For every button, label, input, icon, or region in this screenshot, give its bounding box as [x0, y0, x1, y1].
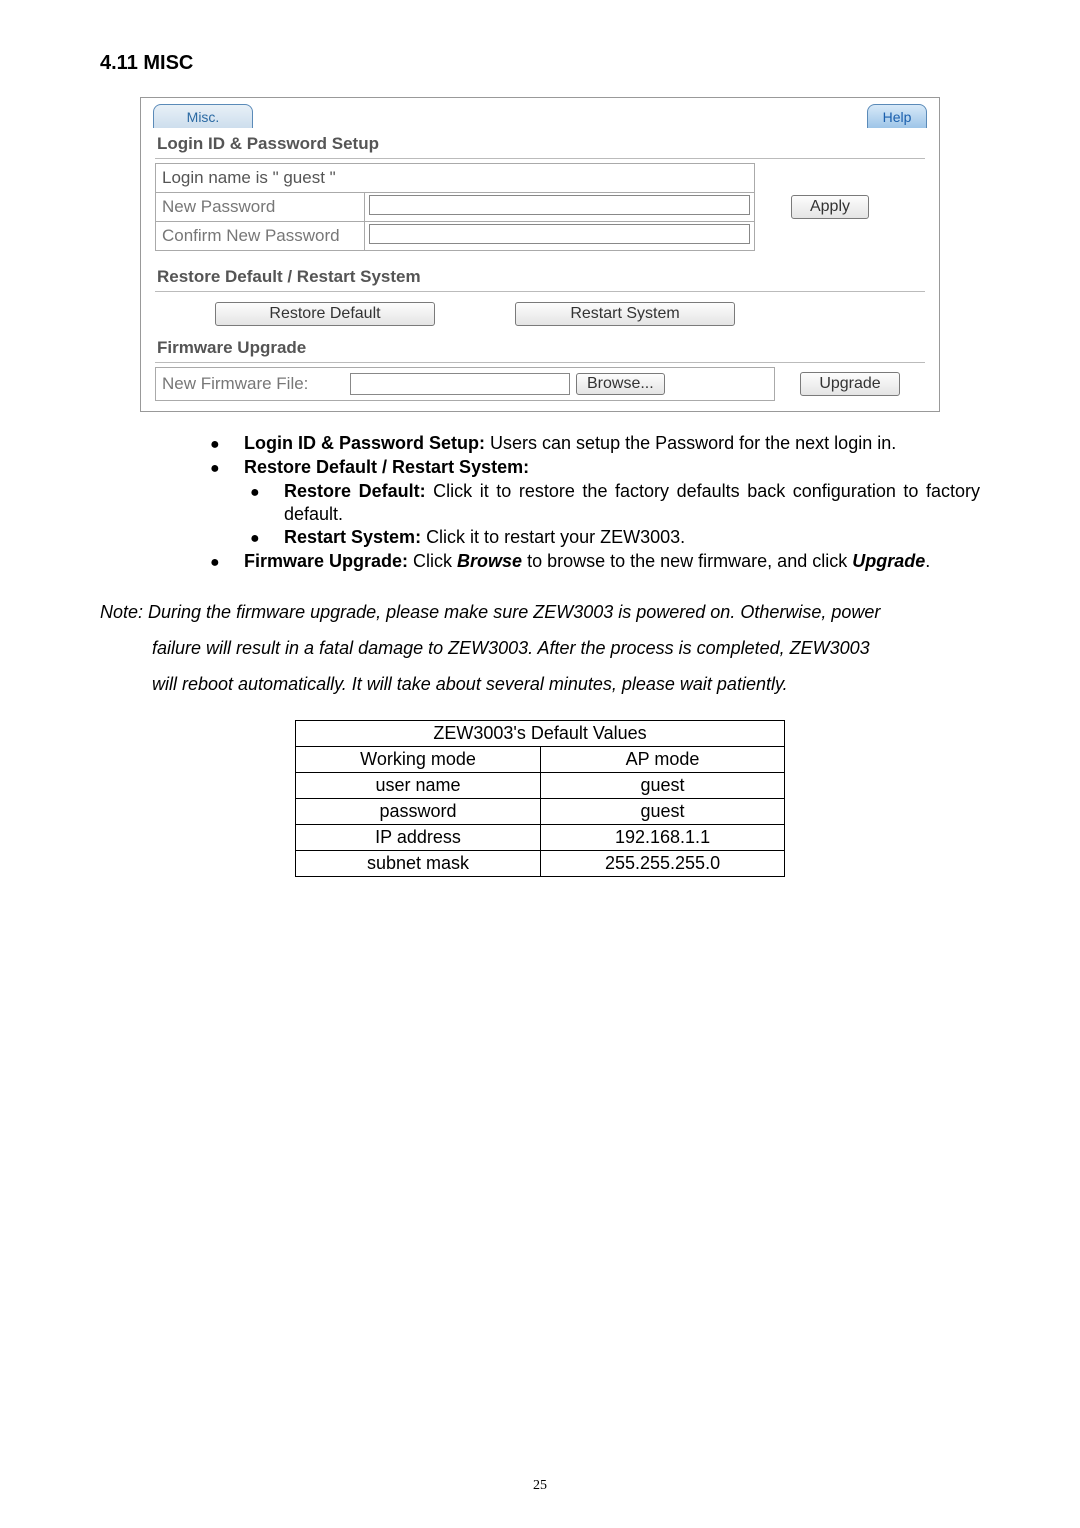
b2-bold: Restore Default / Restart System:	[244, 457, 529, 477]
login-name-row: Login name is " guest "	[155, 163, 755, 193]
restore-title: Restore Default / Restart System	[155, 265, 925, 292]
note-block: Note: During the firmware upgrade, pleas…	[100, 594, 980, 702]
page-number: 25	[0, 1478, 1080, 1494]
table-cell: Working mode	[296, 746, 541, 772]
b3-bold: Firmware Upgrade:	[244, 551, 413, 571]
table-cell: subnet mask	[296, 850, 541, 876]
table-cell: IP address	[296, 824, 541, 850]
note-l2: failure will result in a fatal damage to…	[100, 630, 980, 666]
note-l3: will reboot automatically. It will take …	[100, 666, 980, 702]
bullet-icon: ●	[210, 456, 244, 480]
table-cell: user name	[296, 772, 541, 798]
table-cell: AP mode	[541, 746, 785, 772]
b1-bold: Login ID & Password Setup:	[244, 433, 490, 453]
confirm-password-label: Confirm New Password	[155, 222, 365, 251]
login-setup-title: Login ID & Password Setup	[155, 132, 925, 159]
table-cell: guest	[541, 798, 785, 824]
restore-default-button[interactable]: Restore Default	[215, 302, 435, 326]
table-cell: guest	[541, 772, 785, 798]
b2b-text: Click it to restart your ZEW3003.	[426, 527, 685, 547]
firmware-file-input[interactable]	[350, 373, 570, 395]
default-values-table: ZEW3003's Default Values Working modeAP …	[295, 720, 785, 877]
b3-t2: to browse to the new firmware, and click	[522, 551, 852, 571]
apply-button[interactable]: Apply	[791, 195, 869, 219]
new-password-input[interactable]	[369, 195, 750, 215]
b3-upgrade: Upgrade	[852, 551, 925, 571]
bullet-icon: ●	[210, 550, 244, 574]
b2a-bold: Restore Default:	[284, 481, 433, 501]
firmware-file-label: New Firmware File:	[156, 368, 346, 400]
upgrade-button[interactable]: Upgrade	[800, 372, 899, 396]
bullet-list: ● Login ID & Password Setup: Users can s…	[100, 432, 980, 574]
table-cell: 255.255.255.0	[541, 850, 785, 876]
note-l1: Note: During the firmware upgrade, pleas…	[100, 594, 980, 630]
bullet-icon: ●	[250, 480, 284, 527]
b3-t1: Click	[413, 551, 457, 571]
new-password-label: New Password	[155, 193, 365, 222]
table-title: ZEW3003's Default Values	[296, 720, 785, 746]
b3-browse: Browse	[457, 551, 522, 571]
b3-end: .	[925, 551, 930, 571]
bullet-icon: ●	[250, 526, 284, 550]
firmware-upgrade-title: Firmware Upgrade	[155, 336, 925, 363]
table-cell: 192.168.1.1	[541, 824, 785, 850]
restart-system-button[interactable]: Restart System	[515, 302, 735, 326]
misc-panel-screenshot: Misc. Help Login ID & Password Setup Log…	[140, 97, 940, 412]
browse-button[interactable]: Browse...	[576, 373, 665, 395]
b1-text: Users can setup the Password for the nex…	[490, 433, 896, 453]
confirm-password-input[interactable]	[369, 224, 750, 244]
table-cell: password	[296, 798, 541, 824]
bullet-icon: ●	[210, 432, 244, 456]
b2b-bold: Restart System:	[284, 527, 426, 547]
section-heading: 4.11 MISC	[100, 52, 980, 75]
tab-misc[interactable]: Misc.	[153, 104, 253, 128]
tab-help[interactable]: Help	[867, 104, 927, 128]
